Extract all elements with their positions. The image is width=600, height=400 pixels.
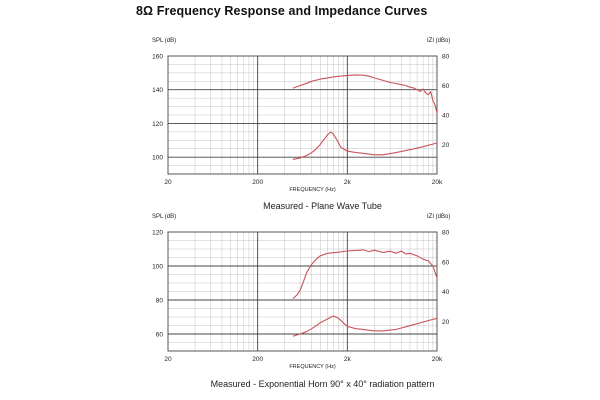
x-tick-label: 20: [164, 356, 172, 363]
y-axis-label-right: IZI (dBo): [427, 214, 450, 220]
chart-caption: Measured - Exponential Horn 90° x 40° ra…: [211, 379, 435, 389]
y-axis-label-left: SPL (dB): [152, 38, 176, 44]
y-tick-label-right: 40: [442, 113, 450, 120]
y-tick-label-right: 60: [442, 83, 450, 90]
plot-frame: [167, 231, 438, 352]
y-tick-label-left: 100: [152, 264, 163, 271]
chart-caption: Measured - Plane Wave Tube: [263, 201, 382, 211]
x-tick-label: 2k: [344, 179, 352, 186]
y-tick-label-right: 40: [442, 289, 450, 296]
x-tick-label: 20: [164, 179, 172, 186]
x-tick-label: 200: [252, 179, 263, 186]
impedance-curve: [292, 315, 438, 337]
plot-frame: [167, 55, 438, 175]
y-tick-label-right: 80: [442, 230, 450, 237]
x-tick-label: 20k: [432, 356, 443, 363]
y-tick-label-left: 160: [152, 54, 163, 61]
y-tick-label-left: 120: [152, 230, 163, 237]
x-tick-label: 20k: [432, 179, 443, 186]
x-tick-label: 2k: [344, 356, 352, 363]
frequency-response-curve: [292, 74, 438, 114]
y-tick-label-left: 100: [152, 155, 163, 162]
y-axis-label-right: IZI (dBo): [427, 38, 450, 44]
y-tick-label-left: 140: [152, 87, 163, 94]
y-tick-label-right: 80: [442, 54, 450, 61]
y-tick-label-left: 60: [156, 332, 164, 339]
y-tick-label-right: 20: [442, 142, 450, 149]
y-axis-label-left: SPL (dB): [152, 214, 176, 220]
y-tick-label-right: 60: [442, 259, 450, 266]
y-tick-label-left: 80: [156, 298, 164, 305]
y-tick-label-left: 120: [152, 121, 163, 128]
impedance-curve: [292, 131, 438, 160]
y-tick-label-right: 20: [442, 319, 450, 326]
x-axis-label: FREQUENCY (Hz): [289, 364, 336, 370]
frequency-response-curve: [292, 249, 438, 299]
x-tick-label: 200: [252, 356, 263, 363]
page-title: 8Ω Frequency Response and Impedance Curv…: [136, 4, 428, 18]
x-axis-label: FREQUENCY (Hz): [289, 187, 336, 193]
